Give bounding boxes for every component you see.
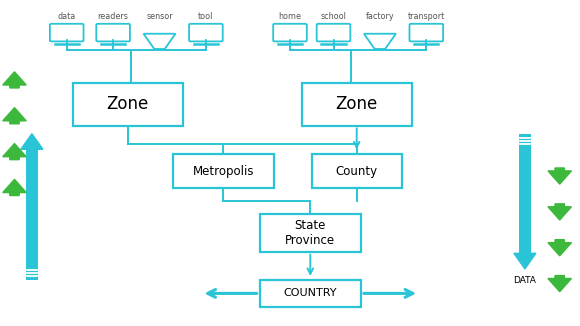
Polygon shape xyxy=(548,275,571,292)
Text: Metropolis: Metropolis xyxy=(193,165,254,178)
Text: DATA: DATA xyxy=(513,276,536,285)
Bar xyxy=(260,215,361,252)
FancyBboxPatch shape xyxy=(317,24,350,41)
Text: Zone: Zone xyxy=(336,95,378,113)
Text: transport: transport xyxy=(408,12,445,21)
Polygon shape xyxy=(21,134,43,149)
Text: County: County xyxy=(336,165,378,178)
Polygon shape xyxy=(514,253,536,269)
Bar xyxy=(26,149,38,280)
Text: factory: factory xyxy=(365,12,394,21)
Bar xyxy=(519,134,531,253)
Polygon shape xyxy=(3,108,26,124)
Bar xyxy=(302,83,412,126)
Polygon shape xyxy=(3,72,26,88)
Text: sensor: sensor xyxy=(146,12,173,21)
Polygon shape xyxy=(548,240,571,256)
Bar xyxy=(260,279,361,307)
Bar xyxy=(173,154,274,188)
FancyBboxPatch shape xyxy=(96,24,130,41)
Polygon shape xyxy=(548,168,571,184)
Text: tool: tool xyxy=(198,12,213,21)
FancyBboxPatch shape xyxy=(189,24,223,41)
Text: COUNTRY: COUNTRY xyxy=(284,289,337,298)
Text: readers: readers xyxy=(97,12,129,21)
Polygon shape xyxy=(548,204,571,220)
Text: home: home xyxy=(278,12,302,21)
Text: Zone: Zone xyxy=(107,95,148,113)
Polygon shape xyxy=(144,34,176,49)
Text: school: school xyxy=(321,12,346,21)
Text: State
Province: State Province xyxy=(285,219,335,247)
Text: data: data xyxy=(57,12,76,21)
Polygon shape xyxy=(3,179,26,196)
FancyBboxPatch shape xyxy=(50,24,84,41)
Bar xyxy=(72,83,183,126)
FancyBboxPatch shape xyxy=(273,24,307,41)
Polygon shape xyxy=(3,143,26,160)
Bar xyxy=(312,154,401,188)
FancyBboxPatch shape xyxy=(409,24,443,41)
Polygon shape xyxy=(364,34,396,49)
